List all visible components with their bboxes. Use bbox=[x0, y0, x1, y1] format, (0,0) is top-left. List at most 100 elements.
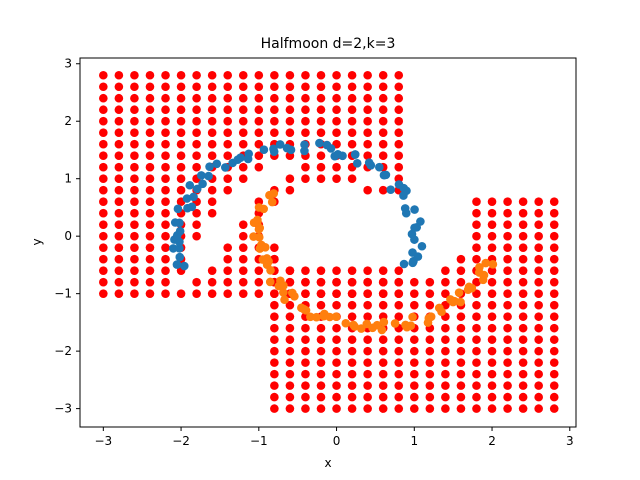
grid-point bbox=[114, 197, 124, 206]
grid-point bbox=[472, 254, 481, 264]
grid-point bbox=[223, 70, 233, 80]
grid-point bbox=[332, 289, 341, 298]
grid-point bbox=[316, 392, 326, 402]
grid-point bbox=[207, 185, 217, 195]
grid-point bbox=[363, 116, 372, 126]
grid-point bbox=[145, 116, 155, 126]
moon-lower-point bbox=[450, 296, 459, 306]
grid-point bbox=[207, 208, 217, 218]
moon-lower-point bbox=[254, 203, 264, 212]
grid-point bbox=[378, 185, 388, 195]
grid-point bbox=[363, 392, 372, 402]
grid-point bbox=[332, 381, 341, 390]
grid-point bbox=[254, 70, 264, 80]
grid-point bbox=[192, 70, 201, 80]
grid-point bbox=[487, 208, 497, 218]
grid-point bbox=[363, 93, 372, 103]
grid-point bbox=[145, 197, 155, 206]
grid-point bbox=[487, 300, 497, 310]
grid-point bbox=[394, 312, 404, 321]
grid-point bbox=[285, 404, 295, 413]
grid-point bbox=[301, 358, 310, 367]
grid-point bbox=[534, 404, 543, 413]
grid-point bbox=[518, 335, 528, 344]
grid-point bbox=[518, 243, 528, 252]
grid-point bbox=[518, 208, 528, 218]
grid-point bbox=[161, 151, 170, 161]
grid-point bbox=[394, 300, 404, 310]
grid-point bbox=[347, 335, 357, 344]
grid-point bbox=[238, 82, 248, 92]
grid-point bbox=[518, 197, 528, 206]
grid-point bbox=[301, 82, 310, 92]
grid-point bbox=[223, 174, 233, 183]
grid-point bbox=[549, 231, 559, 241]
grid-point bbox=[99, 162, 108, 172]
moon-lower-point bbox=[356, 324, 366, 333]
x-tick-label: 0 bbox=[333, 434, 341, 448]
grid-point bbox=[145, 105, 155, 115]
grid-point bbox=[332, 300, 341, 310]
grid-point bbox=[130, 128, 139, 138]
moon-upper-point bbox=[182, 194, 192, 203]
grid-point bbox=[145, 139, 155, 149]
grid-point bbox=[332, 105, 341, 115]
grid-point bbox=[409, 381, 419, 390]
grid-point bbox=[301, 381, 310, 390]
moon-upper-point bbox=[192, 184, 202, 194]
grid-point bbox=[332, 335, 341, 344]
grid-point bbox=[161, 277, 170, 287]
grid-point bbox=[441, 346, 450, 356]
grid-point bbox=[285, 105, 295, 115]
moon-upper-point bbox=[408, 258, 418, 268]
grid-point bbox=[549, 312, 559, 321]
grid-point bbox=[223, 266, 233, 275]
grid-point bbox=[332, 174, 341, 183]
grid-point bbox=[378, 93, 388, 103]
grid-point bbox=[176, 82, 186, 92]
grid-point bbox=[285, 70, 295, 80]
grid-point bbox=[394, 392, 404, 402]
grid-point bbox=[238, 266, 248, 275]
grid-point bbox=[270, 300, 279, 310]
grid-point bbox=[285, 369, 295, 379]
grid-point bbox=[176, 128, 186, 138]
grid-point bbox=[161, 208, 170, 218]
grid-point bbox=[99, 174, 108, 183]
grid-point bbox=[487, 346, 497, 356]
grid-point bbox=[394, 116, 404, 126]
grid-point bbox=[441, 335, 450, 344]
grid-point bbox=[425, 289, 435, 298]
grid-point bbox=[456, 323, 466, 333]
grid-point bbox=[472, 404, 481, 413]
grid-point bbox=[472, 277, 481, 287]
grid-point bbox=[503, 404, 512, 413]
grid-point bbox=[207, 116, 217, 126]
grid-point bbox=[270, 128, 279, 138]
grid-point bbox=[425, 346, 435, 356]
grid-point bbox=[487, 231, 497, 241]
y-tick-label: 3 bbox=[64, 57, 72, 71]
grid-point bbox=[472, 197, 481, 206]
grid-point bbox=[472, 346, 481, 356]
grid-point bbox=[238, 174, 248, 183]
grid-point bbox=[254, 93, 264, 103]
grid-point bbox=[207, 197, 217, 206]
grid-point bbox=[270, 381, 279, 390]
grid-point bbox=[192, 151, 201, 161]
grid-point bbox=[456, 254, 466, 264]
grid-point bbox=[441, 358, 450, 367]
grid-point bbox=[332, 82, 341, 92]
grid-point bbox=[285, 335, 295, 344]
grid-point bbox=[316, 300, 326, 310]
grid-point bbox=[378, 128, 388, 138]
grid-point bbox=[130, 185, 139, 195]
grid-point bbox=[192, 128, 201, 138]
grid-point bbox=[332, 70, 341, 80]
grid-point bbox=[378, 335, 388, 344]
grid-point bbox=[270, 82, 279, 92]
grid-point bbox=[394, 128, 404, 138]
grid-point bbox=[549, 323, 559, 333]
grid-point bbox=[394, 277, 404, 287]
grid-point bbox=[347, 358, 357, 367]
